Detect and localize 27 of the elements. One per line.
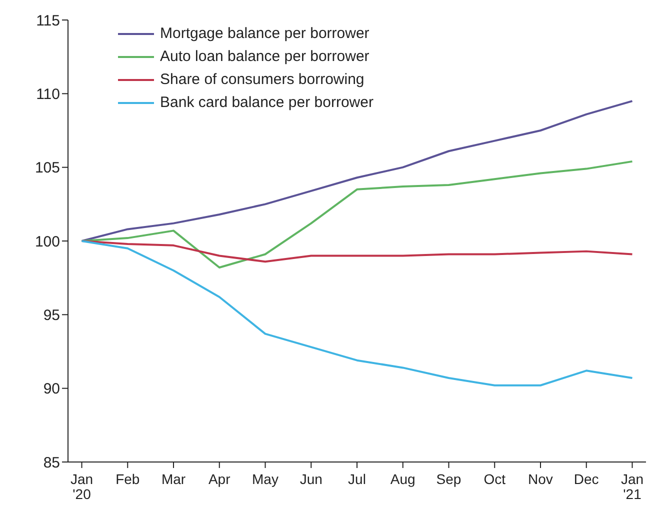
x-tick-label: Apr (208, 471, 231, 487)
x-tick-label: Aug (390, 471, 416, 487)
y-tick-label: 95 (43, 306, 60, 324)
legend-label: Auto loan balance per borrower (160, 48, 370, 65)
y-tick-label: 100 (34, 233, 60, 250)
x-tick-label: Oct (484, 471, 506, 487)
x-tick-label: Feb (116, 471, 140, 487)
x-tick-label: Sep (436, 471, 462, 487)
x-tick-label: May (252, 471, 278, 487)
x-tick-label: Nov (528, 471, 553, 487)
y-tick-label: 105 (34, 160, 60, 177)
x-tick-label: Dec (574, 471, 599, 487)
line-series (80, 240, 634, 386)
x-tick-label: Mar (161, 471, 186, 487)
x-tick-label: Jul (348, 471, 366, 487)
legend-label: Bank card balance per borrower (160, 94, 374, 111)
x-tick-label: Jun (300, 471, 322, 487)
line-series (80, 160, 634, 269)
y-tick-label: 90 (43, 380, 60, 398)
legend-label: Mortgage balance per borrower (160, 25, 370, 42)
legend-label: Share of consumers borrowing (160, 71, 364, 88)
x-tick-label: Jan '21 (620, 471, 644, 502)
y-tick-label: 115 (36, 12, 60, 30)
x-tick-label: Jan '20 (70, 471, 94, 502)
y-tick-label: 110 (36, 86, 60, 103)
line-series (80, 240, 634, 263)
y-tick-label: 85 (43, 454, 60, 472)
